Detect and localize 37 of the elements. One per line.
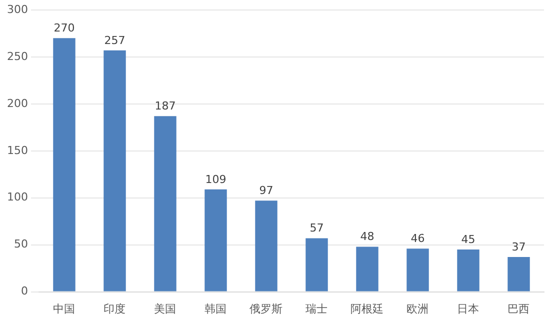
data-label: 270 [54, 22, 75, 35]
y-tick-label: 50 [14, 238, 28, 251]
bar [255, 200, 278, 292]
x-tick-label: 韩国 [204, 302, 227, 316]
x-tick-label: 欧洲 [406, 302, 429, 316]
data-label: 109 [205, 172, 226, 186]
y-tick-label: 250 [6, 50, 28, 63]
x-tick-label: 瑞士 [306, 302, 328, 316]
data-label: 257 [104, 34, 126, 47]
x-tick-label: 中国 [53, 302, 76, 316]
bar [306, 238, 328, 292]
y-tick-label: 150 [6, 144, 28, 157]
bar [406, 248, 429, 292]
bar [204, 189, 227, 292]
x-tick-label: 美国 [154, 302, 176, 316]
bar [154, 116, 176, 292]
x-tick-label: 阿根廷 [350, 302, 384, 316]
bar [508, 257, 530, 292]
x-tick-label: 俄罗斯 [250, 302, 283, 316]
x-tick-label: 印度 [104, 302, 126, 316]
y-tick-label: 0 [20, 284, 28, 298]
y-tick-label: 100 [6, 190, 28, 204]
data-label: 46 [410, 232, 425, 245]
data-label: 45 [461, 232, 476, 246]
bar [356, 246, 378, 292]
data-label: 48 [360, 230, 374, 244]
y-tick-label: 300 [6, 2, 28, 16]
bar [104, 50, 126, 292]
data-label: 187 [154, 100, 176, 113]
x-tick-label: 日本 [457, 302, 480, 316]
y-tick-label: 200 [6, 96, 28, 110]
bar [53, 38, 76, 292]
data-label: 57 [310, 222, 324, 235]
x-tick-label: 巴西 [508, 302, 530, 316]
data-label: 37 [512, 240, 526, 254]
data-label: 97 [259, 184, 274, 198]
bar [457, 250, 480, 292]
